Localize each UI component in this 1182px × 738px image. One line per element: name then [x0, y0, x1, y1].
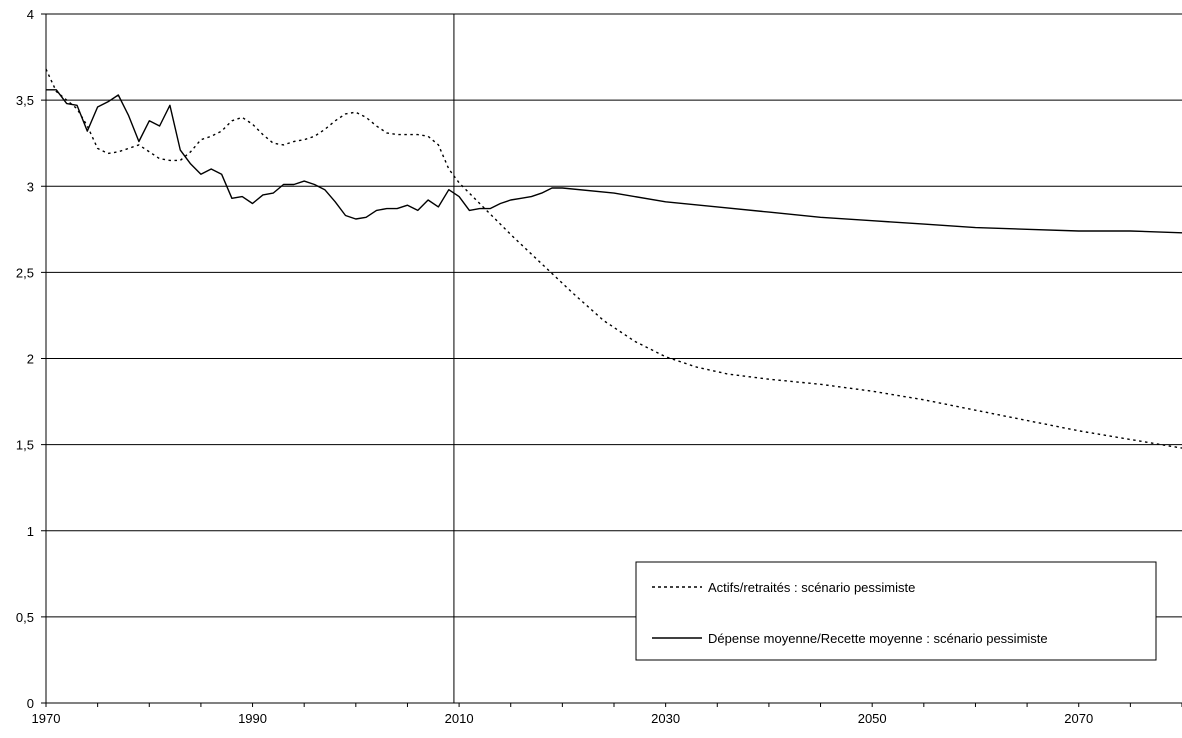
- y-tick-label: 1,5: [16, 438, 34, 453]
- x-axis-tick-labels: 1970 1990 2010 2030 2050 2070: [32, 711, 1094, 726]
- y-tick-label: 2,5: [16, 265, 34, 280]
- x-tick-label: 2050: [858, 711, 887, 726]
- legend-label-depense-recette: Dépense moyenne/Recette moyenne : scénar…: [708, 631, 1048, 646]
- series-lines: [45, 68, 1182, 449]
- series-line-actifs-retraites: [45, 68, 1182, 449]
- y-tick-label: 0: [27, 696, 34, 711]
- x-tick-label: 2070: [1064, 711, 1093, 726]
- y-tick-label: 3,5: [16, 93, 34, 108]
- y-tick-label: 4: [27, 7, 34, 22]
- x-tick-label: 2010: [445, 711, 474, 726]
- legend-label-actifs-retraites: Actifs/retraités : scénario pessimiste: [708, 580, 915, 595]
- x-tick-label: 2030: [651, 711, 680, 726]
- y-tick-label: 1: [27, 524, 34, 539]
- grid-lines: [41, 13, 1182, 707]
- y-tick-label: 0,5: [16, 610, 34, 625]
- legend: Actifs/retraités : scénario pessimiste D…: [635, 561, 1157, 661]
- y-tick-label: 3: [27, 179, 34, 194]
- series-line-depense-recette: [46, 89, 1182, 234]
- legend-box: [635, 561, 1157, 661]
- x-tick-label: 1970: [32, 711, 61, 726]
- y-axis-tick-labels: 0 0,5 1 1,5 2 2,5 3 3,5 4: [16, 7, 34, 711]
- x-tick-label: 1990: [238, 711, 267, 726]
- y-tick-label: 2: [27, 352, 34, 367]
